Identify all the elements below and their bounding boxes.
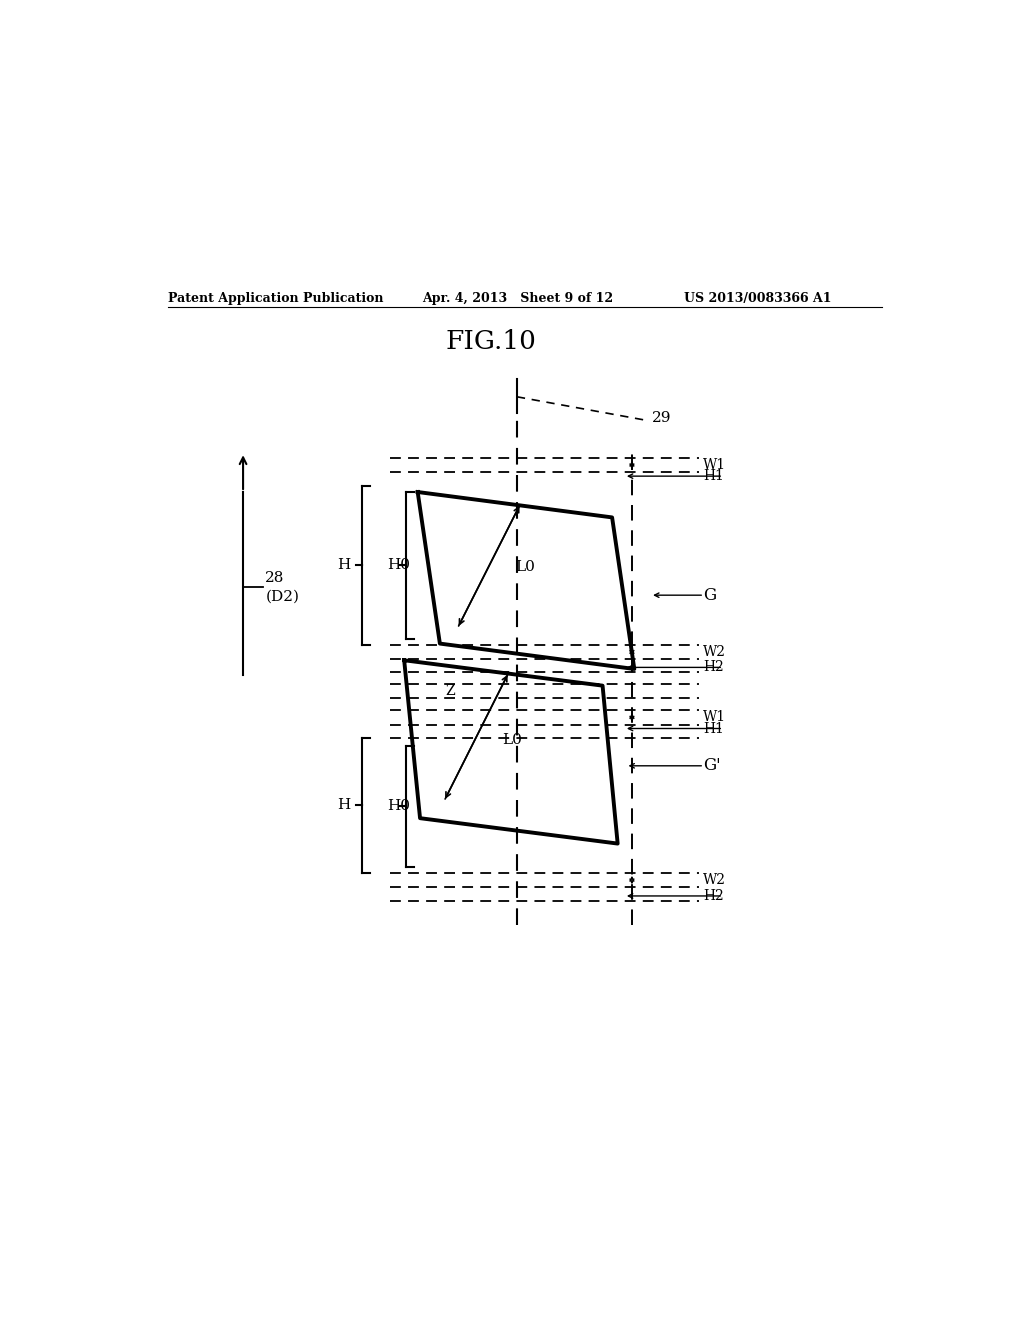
Text: Apr. 4, 2013   Sheet 9 of 12: Apr. 4, 2013 Sheet 9 of 12: [422, 292, 612, 305]
Text: H2: H2: [703, 888, 724, 903]
Text: W1: W1: [703, 710, 726, 725]
Text: H: H: [337, 799, 350, 813]
Text: L0: L0: [515, 561, 536, 574]
Text: H: H: [337, 558, 350, 573]
Text: L0: L0: [503, 733, 522, 747]
Text: 28: 28: [265, 570, 285, 585]
Text: H1: H1: [703, 469, 724, 483]
Text: Z: Z: [445, 684, 455, 698]
Text: H0: H0: [387, 558, 410, 573]
Text: H2: H2: [703, 660, 724, 675]
Text: W2: W2: [703, 873, 726, 887]
Text: Patent Application Publication: Patent Application Publication: [168, 292, 383, 305]
Text: US 2013/0083366 A1: US 2013/0083366 A1: [684, 292, 831, 305]
Text: 29: 29: [652, 412, 672, 425]
Text: H0: H0: [387, 800, 410, 813]
Text: W1: W1: [703, 458, 726, 473]
Text: W2: W2: [703, 645, 726, 659]
Text: H1: H1: [703, 722, 724, 735]
Text: G': G': [703, 758, 721, 775]
Text: (D2): (D2): [265, 590, 299, 603]
Text: FIG.10: FIG.10: [445, 329, 537, 354]
Text: G: G: [703, 586, 717, 603]
